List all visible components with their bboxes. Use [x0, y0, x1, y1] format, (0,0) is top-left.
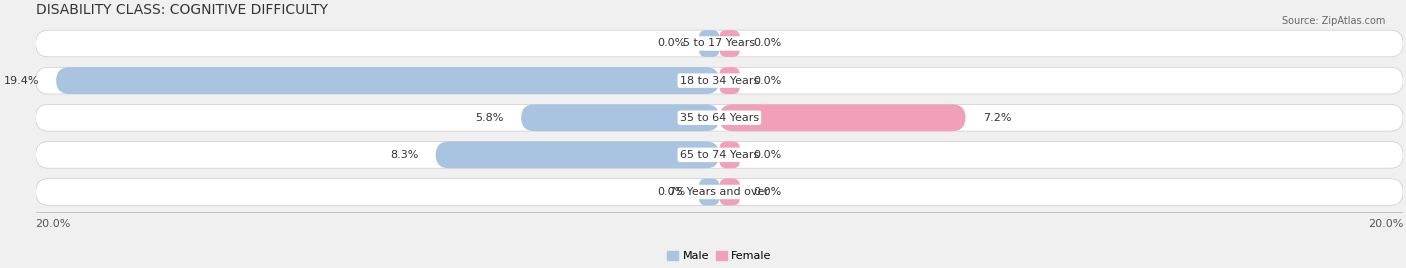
FancyBboxPatch shape	[56, 67, 720, 94]
Text: 0.0%: 0.0%	[754, 76, 782, 85]
FancyBboxPatch shape	[35, 30, 1403, 57]
FancyBboxPatch shape	[720, 178, 740, 205]
FancyBboxPatch shape	[35, 104, 1403, 131]
FancyBboxPatch shape	[522, 104, 720, 131]
Text: 20.0%: 20.0%	[35, 219, 70, 229]
FancyBboxPatch shape	[720, 30, 740, 57]
Text: 20.0%: 20.0%	[1368, 219, 1403, 229]
Text: 18 to 34 Years: 18 to 34 Years	[679, 76, 759, 85]
FancyBboxPatch shape	[720, 67, 740, 94]
FancyBboxPatch shape	[35, 178, 1403, 205]
Text: 7.2%: 7.2%	[983, 113, 1011, 123]
FancyBboxPatch shape	[699, 178, 720, 205]
Text: 5 to 17 Years: 5 to 17 Years	[683, 39, 755, 49]
Text: DISABILITY CLASS: COGNITIVE DIFFICULTY: DISABILITY CLASS: COGNITIVE DIFFICULTY	[35, 3, 328, 17]
Text: 0.0%: 0.0%	[657, 39, 685, 49]
Legend: Male, Female: Male, Female	[662, 246, 776, 266]
Text: 35 to 64 Years: 35 to 64 Years	[681, 113, 759, 123]
FancyBboxPatch shape	[35, 142, 1403, 168]
Text: 19.4%: 19.4%	[3, 76, 39, 85]
FancyBboxPatch shape	[720, 104, 966, 131]
Text: 8.3%: 8.3%	[389, 150, 419, 160]
Text: 0.0%: 0.0%	[657, 187, 685, 197]
Text: 65 to 74 Years: 65 to 74 Years	[679, 150, 759, 160]
Text: Source: ZipAtlas.com: Source: ZipAtlas.com	[1281, 16, 1385, 26]
FancyBboxPatch shape	[699, 30, 720, 57]
Text: 5.8%: 5.8%	[475, 113, 503, 123]
Text: 0.0%: 0.0%	[754, 39, 782, 49]
Text: 75 Years and over: 75 Years and over	[669, 187, 769, 197]
FancyBboxPatch shape	[436, 142, 720, 168]
FancyBboxPatch shape	[720, 142, 740, 168]
Text: 0.0%: 0.0%	[754, 187, 782, 197]
Text: 0.0%: 0.0%	[754, 150, 782, 160]
FancyBboxPatch shape	[35, 67, 1403, 94]
